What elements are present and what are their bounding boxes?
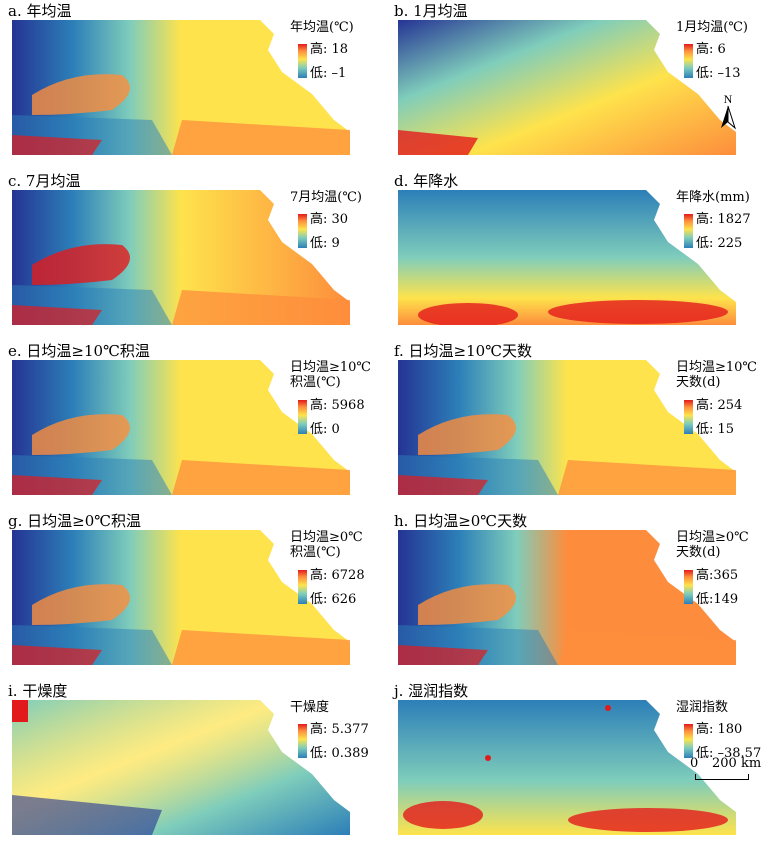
legend-color-bar [298, 570, 307, 604]
map-panel: g. 日均温≥0℃积温日均温≥0℃ 积温(℃) 高: 6728 低: 626 [0, 510, 386, 680]
raster-map [12, 190, 350, 325]
legend-low-label: 低: –1 [310, 66, 347, 81]
north-arrow: N [718, 92, 738, 132]
raster-map [12, 530, 350, 665]
legend-title: 日均温≥0℃ 积温(℃) [290, 530, 363, 560]
map-panel: e. 日均温≥10℃积温日均温≥10℃ 积温(℃) 高: 5968 低: 0 [0, 340, 386, 510]
map-panel: c. 7月均温 7月均温(℃) 高: 30 低: 9 [0, 170, 386, 340]
map-panel: j. 湿润指数湿润指数高: 180 低: –38.57 [386, 680, 772, 850]
raster-map [12, 700, 350, 835]
raster-map [12, 20, 350, 155]
legend-title: 日均温≥10℃ 积温(℃) [290, 360, 371, 390]
map-panel: h. 日均温≥0℃天数日均温≥0℃ 天数(d) 高:365 低:149 [386, 510, 772, 680]
map-legend: 日均温≥0℃ 天数(d) 高:365 低:149 [676, 530, 772, 607]
map-legend: 1月均温(℃) 高: 6 低: –13 [676, 20, 772, 81]
legend-low-label: 低:149 [696, 592, 739, 607]
legend-title: 日均温≥0℃ 天数(d) [676, 530, 749, 560]
scale-bar: 0 200 km [690, 756, 770, 786]
map-legend: 干燥度高: 5.377 低: 0.389 [290, 700, 386, 761]
panel-title: e. 日均温≥10℃积温 [8, 342, 150, 360]
north-label: N [724, 92, 733, 106]
legend-low-label: 低: 9 [310, 236, 340, 251]
legend-low-label: 低: 0.389 [310, 746, 369, 761]
legend-high-label: 高: 180 [696, 722, 743, 737]
legend-color-bar [684, 724, 693, 758]
legend-high-label: 高: 6728 [310, 568, 365, 583]
legend-title: 1月均温(℃) [676, 20, 748, 35]
map-panel: b. 1月均温 1月均温(℃) 高: 6 低: –13 [386, 0, 772, 170]
panel-title: c. 7月均温 [8, 172, 81, 190]
raster-map [398, 530, 736, 665]
raster-map [398, 360, 736, 495]
legend-color-bar [684, 400, 693, 434]
legend-low-label: 低: 225 [696, 236, 743, 251]
legend-high-label: 高: 30 [310, 212, 349, 227]
legend-high-label: 高: 18 [310, 42, 349, 57]
legend-color-bar [298, 44, 307, 78]
panel-title: i. 干燥度 [8, 682, 68, 700]
map-legend: 日均温≥10℃ 天数(d) 高: 254 低: 15 [676, 360, 772, 437]
legend-high-label: 高: 5968 [310, 398, 365, 413]
legend-high-label: 高: 5.377 [310, 722, 369, 737]
scale-line [695, 774, 749, 780]
legend-high-label: 高: 254 [696, 398, 743, 413]
panel-title: h. 日均温≥0℃天数 [394, 512, 528, 530]
legend-title: 7月均温(℃) [290, 190, 362, 205]
legend-color-bar [298, 214, 307, 248]
map-panel: f. 日均温≥10℃天数日均温≥10℃ 天数(d) 高: 254 低: 15 [386, 340, 772, 510]
panel-title: g. 日均温≥0℃积温 [8, 512, 142, 530]
legend-title: 日均温≥10℃ 天数(d) [676, 360, 757, 390]
map-panel: d. 年降水年降水(mm) 高: 1827 低: 225 [386, 170, 772, 340]
legend-high-label: 高: 1827 [696, 212, 751, 227]
map-panel: a. 年均温年均温(℃) 高: 18 低: –1 [0, 0, 386, 170]
legend-high-label: 高: 6 [696, 42, 726, 57]
raster-map [398, 190, 736, 327]
legend-color-bar [684, 570, 693, 604]
legend-low-label: 低: –13 [696, 66, 741, 81]
legend-title: 年降水(mm) [676, 190, 750, 205]
raster-map [398, 700, 736, 835]
legend-low-label: 低: 0 [310, 422, 340, 437]
legend-low-label: 低: –38.57 [696, 746, 762, 761]
map-legend: 年降水(mm) 高: 1827 低: 225 [676, 190, 772, 251]
panel-title: b. 1月均温 [394, 2, 468, 20]
panel-title: a. 年均温 [8, 2, 72, 20]
legend-low-label: 低: 15 [696, 422, 735, 437]
panel-title: j. 湿润指数 [394, 682, 469, 700]
raster-map [12, 360, 350, 495]
scale-zero: 0 [690, 756, 699, 771]
legend-color-bar [684, 44, 693, 78]
legend-color-bar [684, 214, 693, 248]
legend-color-bar [298, 400, 307, 434]
map-legend: 日均温≥10℃ 积温(℃) 高: 5968 低: 0 [290, 360, 386, 437]
map-legend: 湿润指数高: 180 低: –38.57 [676, 700, 772, 761]
scale-distance: 200 km [712, 756, 762, 771]
legend-low-label: 低: 626 [310, 592, 357, 607]
map-panel: i. 干燥度干燥度高: 5.377 低: 0.389 [0, 680, 386, 850]
map-legend: 日均温≥0℃ 积温(℃) 高: 6728 低: 626 [290, 530, 386, 607]
legend-title: 湿润指数 [676, 700, 729, 715]
legend-color-bar [298, 724, 307, 758]
panel-title: f. 日均温≥10℃天数 [394, 342, 532, 360]
legend-title: 年均温(℃) [290, 20, 354, 35]
legend-high-label: 高:365 [696, 568, 739, 583]
map-legend: 7月均温(℃) 高: 30 低: 9 [290, 190, 386, 251]
map-legend: 年均温(℃) 高: 18 低: –1 [290, 20, 386, 81]
panel-title: d. 年降水 [394, 172, 459, 190]
raster-map [398, 20, 736, 155]
legend-title: 干燥度 [290, 700, 330, 715]
north-arrow-icon: N [721, 92, 737, 130]
